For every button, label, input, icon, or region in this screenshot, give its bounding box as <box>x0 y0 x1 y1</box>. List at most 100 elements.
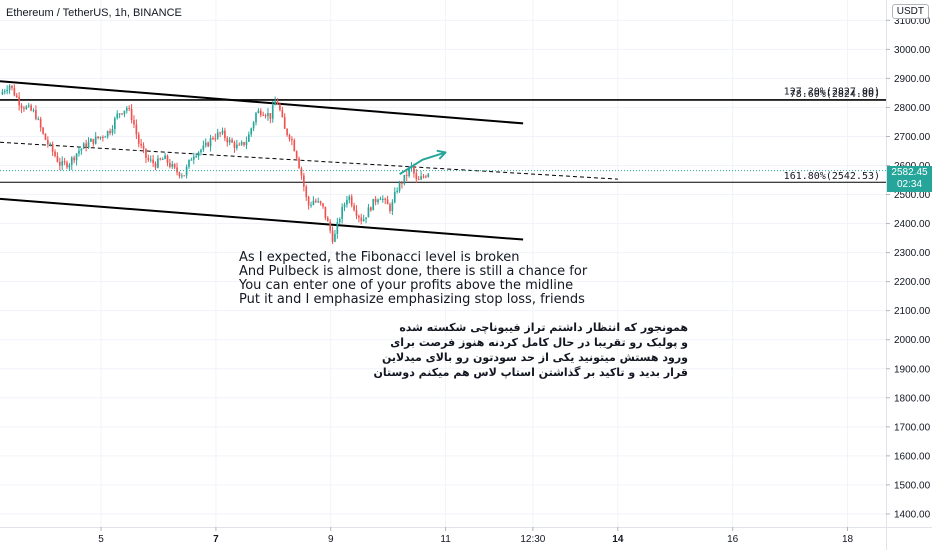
candle-body <box>377 199 379 203</box>
candle-body <box>39 118 42 128</box>
candle-body <box>226 138 229 143</box>
candle-body <box>214 138 217 140</box>
x-tick-label: 11 <box>440 534 451 545</box>
candle-body <box>393 192 396 203</box>
candle-body <box>147 158 150 160</box>
candle-body <box>99 136 102 139</box>
candle-body <box>190 159 193 161</box>
projection-arrow <box>399 149 447 176</box>
fib-level-label: 161.80%(2542.53) <box>784 171 880 182</box>
candle-body <box>374 199 377 203</box>
candle-body <box>305 186 308 198</box>
candle-body <box>116 113 119 119</box>
candle-body <box>135 124 138 135</box>
candle-body <box>326 217 329 222</box>
candle-body <box>338 218 341 223</box>
candle-body <box>281 109 284 117</box>
candle-body <box>348 196 351 201</box>
x-tick-label: 14 <box>612 534 624 545</box>
candle-body <box>70 157 73 165</box>
candle-body <box>200 149 202 153</box>
candle-body <box>384 198 387 200</box>
candle-body <box>391 202 394 212</box>
projection-arrow-line <box>399 151 446 176</box>
candle-body <box>259 110 262 115</box>
candle-body <box>312 200 315 205</box>
candle-body <box>204 142 207 146</box>
candle-body <box>367 207 370 218</box>
currency-badge[interactable]: USDT <box>891 4 929 19</box>
candle-body <box>324 206 327 218</box>
candle-body <box>358 215 360 218</box>
candle-body <box>197 152 200 157</box>
candle-body <box>372 199 375 211</box>
y-tick-label: 3000.00 <box>894 45 931 56</box>
candle-body <box>87 141 90 148</box>
x-tick-label: 16 <box>727 534 739 545</box>
english-line: You can enter one of your profits above … <box>239 278 574 293</box>
candle-body <box>236 144 238 149</box>
candle-body <box>66 162 68 168</box>
persian-line: قرار بدید و تاکید بر گذاشتن استاپ لاس هم… <box>373 366 688 379</box>
candle-body <box>125 107 128 111</box>
x-tick-label: 5 <box>98 534 104 545</box>
candle-body <box>317 201 320 203</box>
candle-body <box>171 164 174 167</box>
y-tick-label: 1800.00 <box>894 393 931 404</box>
candlesticks <box>0 84 886 244</box>
candle-body <box>207 142 209 147</box>
candle-body <box>54 151 56 157</box>
time-axis[interactable]: 5 7 9 11 12:30 14 16 18 <box>0 527 932 545</box>
fib-level-label: 127.20%(2827.00) <box>784 87 880 98</box>
lower-channel-line <box>0 197 524 241</box>
candle-body <box>245 141 248 145</box>
candle-body <box>58 161 61 166</box>
candle-body <box>238 144 241 146</box>
candle-body <box>331 230 334 242</box>
candle-body <box>355 210 358 216</box>
candle-body <box>300 168 303 176</box>
candle-body <box>173 164 176 168</box>
last-price-badge: 2582.45 02:34 <box>887 166 932 192</box>
candle-body <box>221 130 224 134</box>
candle-body <box>228 139 231 143</box>
candle-body <box>130 108 133 121</box>
candle-body <box>267 113 269 117</box>
candle-body <box>379 199 382 201</box>
candle-body <box>142 145 145 149</box>
candle-body <box>319 201 322 204</box>
price-axis[interactable]: 3100.003000.002900.002800.002700.002600.… <box>886 0 932 550</box>
candle-body <box>102 136 104 138</box>
last-price-value: 2582.45 <box>891 167 928 178</box>
y-tick-label: 2100.00 <box>894 306 931 317</box>
candle-body <box>92 138 95 144</box>
candle-body <box>73 157 76 161</box>
persian-annotation: همونجور که انتظار داشتم تراز فیبوناچی شک… <box>373 320 688 380</box>
candle-body <box>25 106 28 110</box>
candle-body <box>109 131 111 134</box>
midline-line <box>0 141 618 180</box>
grid-lines <box>0 0 886 527</box>
candle-body <box>310 204 312 206</box>
english-line: And Pulbeck is almost done, there is sti… <box>239 264 588 279</box>
candle-body <box>118 113 121 115</box>
candle-body <box>1 91 4 95</box>
candle-body <box>80 148 83 151</box>
candle-body <box>35 110 37 119</box>
candle-body <box>362 219 365 222</box>
candle-body <box>216 132 219 139</box>
candle-body <box>185 166 188 176</box>
candle-body <box>11 85 13 88</box>
candle-body <box>61 161 64 166</box>
candle-body <box>307 197 310 206</box>
candle-body <box>283 116 286 129</box>
candle-body <box>85 143 87 148</box>
candle-body <box>111 129 114 134</box>
persian-line: ورود هستش میتونید یکی از حد سودتون رو با… <box>381 351 688 364</box>
candle-body <box>408 167 410 176</box>
candle-body <box>425 176 427 178</box>
candle-body <box>106 131 109 137</box>
fibonacci-levels: 127.20%(2827.00)78.60%(2824.80) 161.80%(2… <box>0 87 886 183</box>
candle-body <box>164 155 166 160</box>
